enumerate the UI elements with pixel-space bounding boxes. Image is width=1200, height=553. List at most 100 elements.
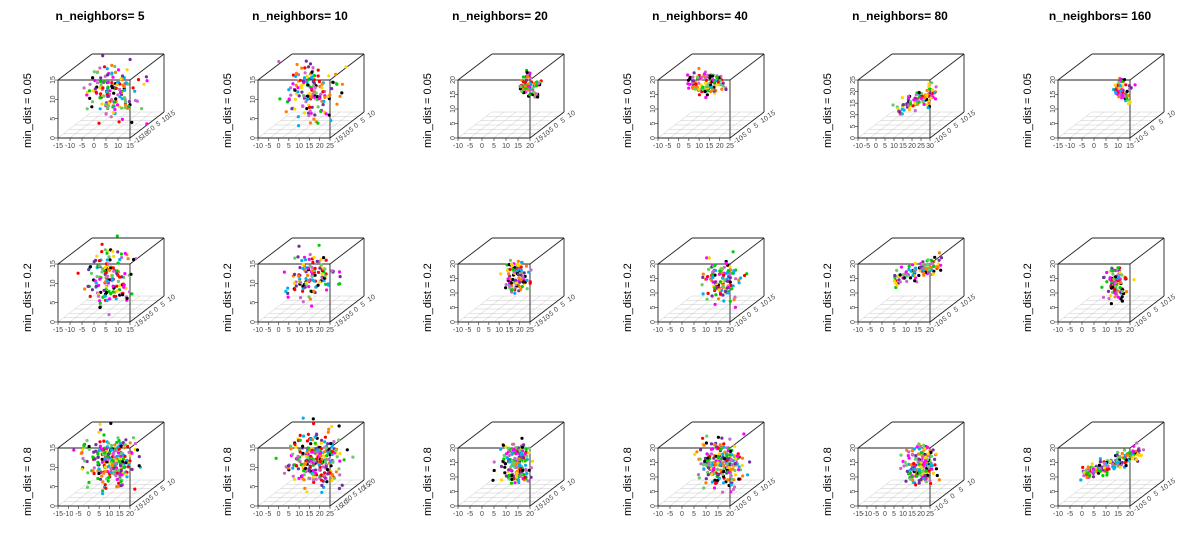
x-tick-label: -10 [453, 511, 463, 518]
data-point [1079, 478, 1083, 482]
data-point [297, 476, 301, 480]
data-point [96, 455, 100, 459]
data-point [696, 473, 701, 477]
data-point [917, 452, 921, 456]
data-point [924, 266, 928, 270]
x-tick-label: 0 [677, 143, 681, 150]
data-point [510, 459, 514, 463]
data-point [729, 483, 733, 487]
data-point [704, 477, 708, 481]
x-tick-label: 15 [116, 511, 124, 518]
data-point [100, 474, 104, 478]
data-point [314, 477, 318, 481]
data-point [328, 93, 332, 97]
data-point [296, 90, 300, 94]
data-point [296, 115, 300, 119]
z-tick-label: 0 [850, 504, 857, 508]
z-tick-label: 5 [850, 489, 857, 493]
data-point [301, 79, 305, 83]
data-point [919, 473, 923, 477]
data-point [98, 440, 102, 444]
cube-edge [457, 53, 493, 81]
data-point [510, 288, 514, 292]
data-point [1106, 289, 1111, 293]
data-point [107, 101, 111, 105]
data-point [110, 463, 114, 468]
data-point [338, 94, 342, 98]
data-point [112, 91, 116, 95]
z-tick-label: 15 [650, 91, 657, 99]
data-point [104, 102, 108, 107]
data-point [284, 110, 288, 114]
x-tick-label: 10 [495, 327, 503, 334]
x-tick-label: -5 [265, 511, 271, 518]
data-point [934, 467, 938, 471]
data-point [303, 66, 307, 70]
data-point [1117, 80, 1121, 84]
data-point [116, 451, 121, 455]
z-tick-label: 15 [50, 76, 57, 84]
y-tick-label: -10 [539, 313, 551, 324]
data-point [97, 259, 101, 263]
y-tick-label: 0 [946, 127, 953, 135]
y-tick-label: 5 [360, 301, 367, 309]
data-point [710, 447, 714, 451]
data-point [106, 85, 110, 89]
data-point [98, 305, 102, 310]
data-point [85, 485, 90, 489]
x-tick-label: 25 [526, 327, 534, 334]
data-point [96, 452, 100, 456]
y-tick-label: 0 [150, 125, 157, 133]
data-point [1109, 294, 1113, 298]
data-point [331, 80, 335, 84]
data-point [321, 90, 325, 94]
x-tick-label: -10 [253, 327, 263, 334]
data-point [712, 443, 717, 447]
data-point [1109, 302, 1113, 306]
data-point [521, 275, 525, 279]
data-point [730, 477, 734, 481]
cube-edge [257, 53, 293, 81]
data-point [733, 295, 737, 299]
x-tick-label: -5 [265, 143, 271, 150]
y-tick-label: 15 [362, 481, 372, 491]
data-point [289, 86, 293, 90]
data-point [127, 100, 131, 104]
z-tick-label: 15 [250, 76, 257, 84]
y-tick-label: 10 [567, 478, 577, 488]
x-tick-label: -10 [453, 327, 463, 334]
data-point [1111, 462, 1115, 466]
data-point [1108, 277, 1112, 281]
z-tick-label: 15 [850, 99, 857, 107]
data-point [1105, 270, 1109, 275]
data-point [709, 452, 714, 456]
x-tick-label: -5 [265, 327, 271, 334]
data-point [520, 436, 524, 440]
data-point [728, 280, 732, 284]
data-point [902, 276, 906, 280]
x-tick-label: 25 [326, 143, 334, 150]
data-point [728, 265, 732, 269]
data-point [309, 442, 313, 446]
data-point [722, 299, 726, 303]
data-point [1120, 295, 1124, 299]
data-point [298, 266, 302, 270]
data-point [917, 457, 921, 461]
data-point [913, 109, 917, 113]
data-point [508, 258, 512, 262]
data-point [528, 76, 533, 80]
data-point [112, 466, 116, 470]
data-point [905, 279, 909, 283]
data-point [710, 74, 714, 78]
data-point [113, 107, 117, 112]
data-point [88, 294, 92, 298]
x-tick-label: 10 [702, 327, 710, 334]
data-point [123, 99, 128, 104]
data-point [516, 259, 520, 263]
data-point [315, 433, 319, 437]
data-point [308, 121, 312, 125]
data-point [927, 465, 931, 469]
data-point [1120, 451, 1124, 456]
data-point [734, 277, 738, 281]
